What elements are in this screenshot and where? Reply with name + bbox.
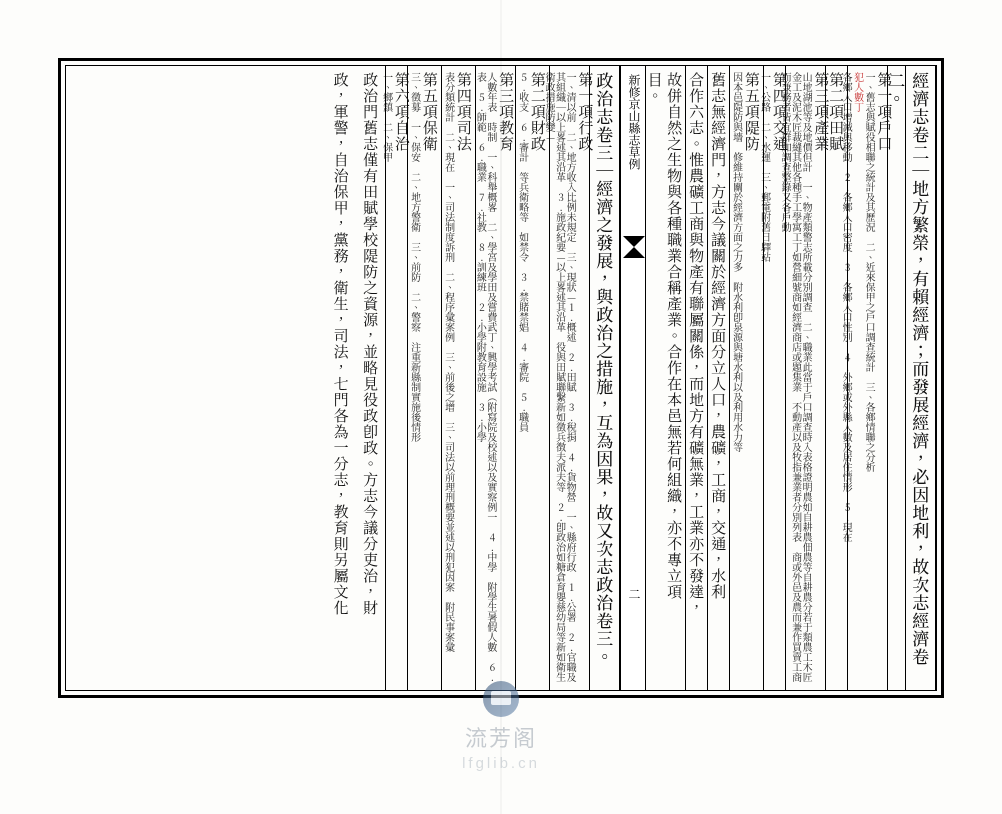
item-heading: 第四項司法 [456,72,473,684]
text-column: 故併自然之生物與各種職業合稱產業。合作在本邑無若何組織，亦不專立項 [664,66,686,690]
item-heading: 第一項行政 [577,72,594,684]
item-heading: 目。 [646,72,663,684]
item-heading: 第六項自治 [394,72,411,684]
text-column: 政治門舊志僅有田賦學校隄防之資源，並略見役政卽政。方志今議分吏治，財 [356,66,386,690]
text-column: 第三項教育 人數年表 時制 一、科舉概畧 二、學宮及學田及嘗費武丁、興學考試（附… [476,66,516,690]
item-heading: 第五項保衛 [422,72,439,684]
text-frame-outer: 經濟志卷二｜地方繁榮，有賴經濟；而發展經濟，必因地利，故次志經濟卷二。第一項戶口… [58,58,944,698]
annotation-text: 人數年表 時制 一、科舉概畧 二、學宮及學田及嘗費武丁、興學考試（附寫院及校述以… [476,72,497,684]
item-heading: 政，軍警，自治保甲，黨務，衛生，司法，七門各為一分志，教育則另屬文化 [332,72,349,684]
center-spine: 新修京山縣志草例 二 [620,66,646,690]
text-column: 合作六志。惟農礦工商與物產有聯屬關係，而地方有礦無業，工業亦不發達， [686,66,708,690]
spine-folio-number: 二 [629,588,643,600]
text-column: 第四項交通 一、公路 二、水運 三、郵電附舊日驛站 [764,66,786,690]
text-column: 第一項戶口 一、舊志與賦役相聯之統計及其歷況 二、近來保甲之戶口調查統計 三、各… [848,66,888,690]
annotation-text: 犯人數丁 [853,72,864,684]
item-heading: 第四項交通 [772,72,789,684]
spine-running-title: 新修京山縣志草例 [629,74,643,170]
text-column: 第三項產業 山地湖池等及地價但計 一、物產類警志所載分別調查 二、職業此當于戶口… [786,66,826,690]
item-heading: 合作六志。惟農礦工商與物產有聯屬關係，而地方有礦無業，工業亦不發達， [688,72,705,684]
item-heading: 故併自然之生物與各種職業合稱產業。合作在本邑無若何組織，亦不專立項 [666,72,683,684]
text-column: 第一項行政 一、清以前 二、地方收入比例未規定 三、現狀—1.概述 2.田賦 3… [550,66,590,690]
item-heading: 第一項戶口 [876,72,893,684]
section-heading: 政治志卷三｜經濟之發展，與政治之措施，互為因果，故又次志政治卷三。 [595,72,615,684]
text-frame-inner: 經濟志卷二｜地方繁榮，有賴經濟；而發展經濟，必因地利，故次志經濟卷二。第一項戶口… [65,65,937,691]
left-page-columns: 政治志卷三｜經濟之發展，與政治之措施，互為因果，故又次志政治卷三。第一項行政 一… [326,66,620,690]
text-column: 經濟志卷二｜地方繁榮，有賴經濟；而發展經濟，必因地利，故次志經濟卷 [906,66,936,690]
text-column: 第二項財政 5.收支 6.審計 等兵衛略等 如禁令 3.禁賭禁娼 4.審院 5.… [516,66,550,690]
text-column: 第五項隄防 因本邑隄防與墻 修維持關於經濟方面之力多 附水利卽泉源與塘水利以及利… [730,66,764,690]
text-column: 政，軍警，自治保甲，黨務，衛生，司法，七門各為一分志，教育則另屬文化 [326,66,356,690]
item-heading: 政治門舊志僅有田賦學校隄防之資源，並略見役政卽政。方志今議分吏治，財 [362,72,379,684]
text-column: 舊志無經濟門，方志今議關於經濟方面分立人口，農礦，工商，交通，水利 [708,66,730,690]
item-heading: 舊志無經濟門，方志今議關於經濟方面分立人口，農礦，工商，交通，水利 [710,72,727,684]
item-heading: 第二項財政 [530,72,547,684]
fishtail-icon [623,236,645,258]
text-column: 第五項保衛 三、徵募 一、保安 二、地方警衛 三、前防 二、警察 注重新縣制實施… [408,66,442,690]
item-heading: 第三項產業 [813,72,830,684]
text-column: 第六項自治 一、鄉鎮 二、保甲 [386,66,408,690]
item-heading: 第三項教育 [498,72,515,684]
section-heading: 經濟志卷二｜地方繁榮，有賴經濟；而發展經濟，必因地利，故次志經濟卷 [911,72,931,684]
item-heading: 第五項隄防 [744,72,761,684]
text-column: 第四項司法 表分類統計 二、現在 一、司法制度訴刑 二、程序彙案例 三、前後之增… [442,66,476,690]
scanned-page: 經濟志卷二｜地方繁榮，有賴經濟；而發展經濟，必因地利，故次志經濟卷二。第一項戶口… [0,0,1002,814]
right-page-columns: 經濟志卷二｜地方繁榮，有賴經濟；而發展經濟，必因地利，故次志經濟卷二。第一項戶口… [646,66,936,690]
text-column: 目。 [646,66,664,690]
